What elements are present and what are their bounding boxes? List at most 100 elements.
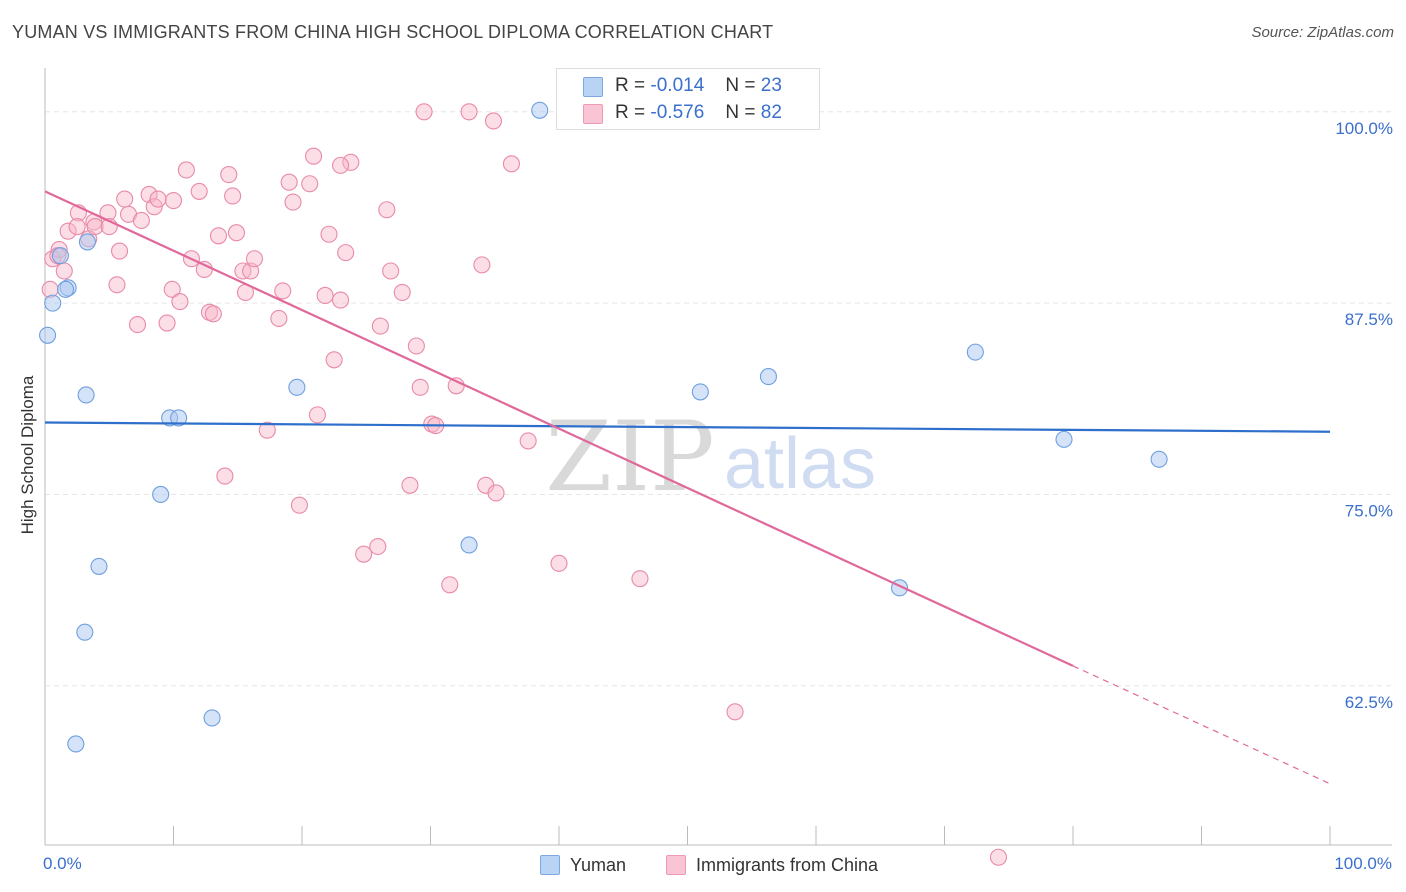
china-point-80: [110, 242, 129, 260]
yuman-trend-line: [44, 421, 1331, 433]
china-point-51: [331, 291, 350, 309]
china-point-13: [116, 190, 134, 208]
china-point-34: [227, 224, 246, 242]
y-tick-label-3: 62.5%: [1345, 693, 1393, 712]
china-point-19: [149, 190, 167, 208]
china-point-33: [224, 187, 242, 205]
yuman-point-19: [966, 343, 984, 361]
china-point-48: [316, 286, 334, 305]
bottom-legend-swatch-yuman: [540, 855, 560, 875]
china-point-53: [342, 153, 360, 171]
china-point-15: [128, 316, 147, 334]
china-point-47: [308, 406, 326, 424]
watermark-zip: ZIP: [545, 401, 714, 513]
china-point-68: [460, 103, 478, 121]
china-point-49: [320, 225, 338, 243]
bottom-legend-china: Immigrants from China: [666, 852, 878, 878]
yuman-point-21: [1150, 450, 1168, 468]
stats-legend: R = -0.014 N = 23 R = -0.576 N = 82: [556, 68, 820, 130]
china-point-46: [305, 147, 323, 165]
yuman-point-6: [77, 386, 95, 404]
china-point-16: [132, 211, 150, 230]
source-label: Source: ZipAtlas.com: [1251, 24, 1394, 41]
yuman-point-12: [67, 735, 85, 753]
china-point-30: [209, 227, 228, 245]
tick-labels: 100.0% 87.5% 75.0% 62.5% 0.0% 100.0%: [43, 119, 1393, 873]
china-point-78: [989, 848, 1008, 866]
chart-title: YUMAN VS IMMIGRANTS FROM CHINA HIGH SCHO…: [12, 22, 774, 42]
china-point-12: [108, 276, 126, 294]
china-point-61: [407, 337, 425, 355]
china-point-75: [550, 554, 568, 572]
yuman-point-18: [759, 368, 778, 386]
china-point-58: [382, 262, 400, 280]
china-point-63: [415, 103, 433, 121]
china-point-60: [401, 476, 419, 494]
china-point-72: [487, 484, 505, 502]
yuman-point-5: [78, 233, 96, 251]
china-point-69: [473, 256, 491, 274]
x-tick-label-1: 100.0%: [1334, 854, 1392, 873]
china-point-24: [177, 161, 195, 179]
china-point-52: [337, 244, 355, 262]
watermark: ZIP atlas: [545, 401, 876, 513]
bottom-legend-label-yuman: Yuman: [570, 854, 627, 875]
y-tick-label-0: 100.0%: [1335, 119, 1393, 138]
china-point-9: [86, 218, 104, 236]
china-point-22: [164, 192, 183, 210]
china-point-43: [284, 193, 302, 211]
china-point-73: [502, 155, 521, 173]
china-point-6: [68, 218, 86, 236]
china-point-44: [290, 496, 308, 514]
yuman-point-2: [51, 247, 69, 265]
china-trend-line: [44, 190, 1074, 667]
yuman-point-16: [531, 101, 549, 119]
china-trend-extension: [1072, 665, 1331, 785]
china-point-20: [158, 314, 176, 332]
china-point-29: [204, 305, 222, 323]
yuman-point-17: [691, 383, 709, 401]
china-point-40: [270, 309, 288, 327]
china-point-45: [301, 175, 319, 193]
china-point-32: [220, 166, 238, 184]
yuman-point-20: [1055, 430, 1073, 448]
y-tick-label-2: 75.0%: [1345, 501, 1393, 520]
china-point-57: [378, 201, 396, 219]
china-point-0: [41, 280, 59, 298]
china-point-62: [411, 378, 429, 396]
china-point-26: [190, 182, 208, 200]
series-china-points: [41, 103, 1008, 866]
china-point-39: [258, 421, 276, 439]
china-point-38: [245, 250, 264, 268]
china-point-71: [484, 112, 503, 130]
china-point-23: [171, 293, 189, 311]
china-point-50: [325, 351, 343, 369]
trend-lines: [44, 190, 1331, 785]
watermark-atlas: atlas: [724, 424, 876, 504]
china-point-74: [519, 432, 537, 450]
china-point-66: [441, 576, 459, 594]
series-yuman-points: [39, 101, 1168, 753]
x-tick-label-0: 0.0%: [43, 854, 82, 873]
legend-text-china: R = -0.576 N = 82: [615, 102, 782, 123]
yuman-point-1: [44, 294, 62, 312]
china-point-18: [145, 198, 163, 216]
gridlines: [45, 111, 1392, 687]
yuman-point-9: [152, 485, 170, 504]
yuman-point-11: [76, 623, 94, 641]
china-point-21: [163, 280, 181, 298]
china-point-55: [369, 537, 387, 556]
china-point-59: [393, 283, 411, 301]
yuman-point-15: [460, 536, 478, 554]
legend-swatch-yuman: [583, 77, 603, 97]
china-point-77: [726, 703, 744, 721]
china-point-81: [331, 156, 350, 174]
china-point-42: [280, 173, 298, 191]
china-point-31: [216, 467, 234, 485]
china-point-3: [55, 262, 73, 280]
yuman-point-13: [203, 709, 221, 727]
china-point-56: [371, 317, 389, 335]
bottom-legend-yuman: Yuman: [540, 852, 626, 878]
china-point-41: [274, 282, 292, 300]
